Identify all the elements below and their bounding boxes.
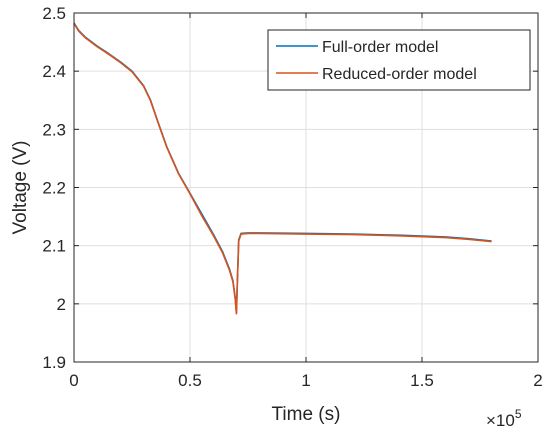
x-exponent-power: 5 — [515, 407, 522, 421]
x-axis-exponent: ×105 — [486, 407, 522, 430]
x-tick-label: 0.5 — [178, 371, 202, 390]
y-tick-label: 1.9 — [42, 353, 66, 372]
x-axis-label: Time (s) — [272, 404, 341, 425]
y-tick-label: 2.5 — [42, 4, 66, 23]
y-tick-label: 2.3 — [42, 120, 66, 139]
y-tick-label: 2.4 — [42, 62, 66, 81]
legend-entry-full-order: Full-order model — [322, 39, 438, 56]
legend-entry-reduced-order: Reduced-order model — [322, 66, 477, 83]
series-line-reduced-order — [73, 23, 492, 315]
y-tick-label: 2 — [57, 295, 66, 314]
x-tick-label: 2 — [533, 371, 542, 390]
x-tick-label: 0 — [69, 371, 78, 390]
x-exponent-base: ×10 — [486, 411, 515, 430]
legend-box — [267, 29, 531, 91]
y-axis-label: Voltage (V) — [10, 141, 31, 235]
y-tick-label: 2.2 — [42, 179, 66, 198]
series-lines — [73, 22, 492, 315]
y-tick-label: 2.1 — [42, 237, 66, 256]
legend: Full-order model Reduced-order model — [267, 29, 531, 91]
x-tick-label: 1.5 — [410, 371, 434, 390]
x-tick-label: 1 — [301, 371, 310, 390]
axis-ticks: 0 0.5 1 1.5 2 1.9 2 2.1 2.2 2.3 2.4 2.5 — [42, 4, 542, 390]
